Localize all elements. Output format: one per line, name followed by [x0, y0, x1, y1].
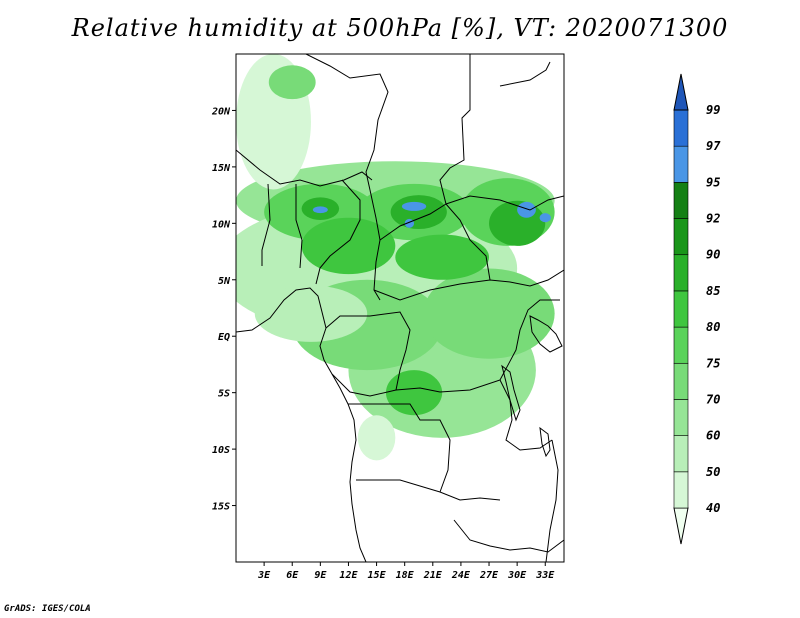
humidity-patch [312, 206, 328, 214]
lon-tick-label: 18E [396, 570, 415, 581]
colorbar-segment [673, 290, 689, 328]
map-title: Relative humidity at 500hPa [%], VT: 202… [71, 14, 729, 42]
border-line [356, 479, 501, 501]
border-line [348, 403, 451, 493]
border-line [305, 54, 389, 191]
humidity-patch [268, 65, 316, 100]
lon-tick-label: 3E [257, 570, 271, 581]
colorbar-segment [673, 182, 689, 219]
lat-tick-label: 10N [212, 219, 231, 230]
lon-tick-label: 27E [479, 570, 499, 581]
border-line [453, 519, 564, 553]
latitude-axis: 20N 15N 10N 5N EQ 5S 10S 15S [211, 106, 236, 513]
lon-tick-label: 9E [314, 570, 327, 581]
border-line [369, 189, 381, 301]
colorbar-label: 70 [706, 392, 720, 406]
humidity-patch [401, 201, 427, 211]
colorbar-segment [673, 218, 689, 256]
lat-tick-label: 15S [212, 502, 230, 513]
border-line [325, 311, 411, 391]
lake [539, 426, 551, 458]
colorbar-segment [673, 145, 689, 183]
humidity-patch [489, 200, 546, 246]
border-line [439, 299, 560, 393]
humidity-patch [395, 234, 490, 280]
colorbar-label: 80 [706, 320, 720, 334]
colorbar-label: 97 [706, 139, 721, 153]
colorbar-high-arrow [673, 73, 689, 111]
colorbar-segment [673, 326, 689, 364]
colorbar-label: 95 [706, 175, 720, 189]
lon-tick-label: 33E [535, 570, 555, 581]
colorbar: 40 50 60 70 75 80 85 90 92 95 97 99 [673, 73, 721, 545]
humidity-patch [423, 268, 555, 359]
lat-tick-label: 15N [212, 163, 231, 174]
plot-frame [235, 53, 565, 563]
colorbar-low-arrow [673, 507, 689, 545]
lake [529, 315, 563, 353]
lon-tick-label: 30E [507, 570, 527, 581]
border-line [445, 195, 564, 211]
humidity-patch [254, 285, 368, 342]
colorbar-label: 50 [706, 465, 720, 479]
colorbar-label: 90 [706, 248, 720, 262]
colorbar-label: 60 [706, 429, 720, 443]
border-line [236, 149, 373, 187]
colorbar-segment [673, 109, 689, 147]
lat-tick-label: EQ [218, 332, 230, 343]
colorbar-segment [673, 254, 689, 292]
humidity-patch [539, 213, 551, 223]
border-line [379, 203, 491, 281]
colorbar-segment [673, 362, 689, 400]
colorbar-label: 99 [706, 103, 720, 117]
border-line [373, 269, 564, 301]
humidity-patch [301, 217, 396, 275]
lat-tick-label: 20N [211, 106, 231, 117]
humidity-patch [517, 201, 536, 218]
lon-tick-label: 24E [451, 570, 471, 581]
lat-tick-label: 5S [218, 389, 230, 400]
country-borders [236, 54, 564, 562]
coastline [236, 287, 367, 562]
lat-tick-label: 5N [218, 276, 231, 287]
border-line [295, 184, 303, 269]
humidity-patch [385, 370, 443, 416]
colorbar-label: 75 [706, 356, 720, 370]
lon-tick-label: 12E [339, 570, 358, 581]
lat-tick-label: 10S [212, 445, 230, 456]
credit-label: GrADS: IGES/COLA [4, 604, 91, 614]
humidity-patch [390, 195, 447, 229]
border-line [439, 54, 471, 205]
colorbar-label: 85 [706, 284, 720, 298]
colorbar-segment [673, 399, 689, 436]
humidity-patch [357, 415, 396, 461]
border-line [499, 61, 551, 87]
colorbar-segment [673, 435, 689, 473]
colorbar-label: 40 [706, 501, 720, 515]
lon-tick-label: 15E [368, 570, 387, 581]
border-line [331, 373, 441, 397]
colorbar-label: 92 [706, 212, 720, 226]
border-line [315, 179, 361, 285]
border-line [261, 183, 271, 266]
border-line [545, 439, 559, 562]
lon-tick-label: 6E [286, 570, 299, 581]
lake [501, 364, 521, 422]
lon-tick-label: 21E [423, 570, 443, 581]
longitude-axis: 3E 6E 9E 12E 15E 18E 21E 24E 27E 30E 33E [257, 562, 555, 581]
colorbar-segment [673, 471, 689, 509]
